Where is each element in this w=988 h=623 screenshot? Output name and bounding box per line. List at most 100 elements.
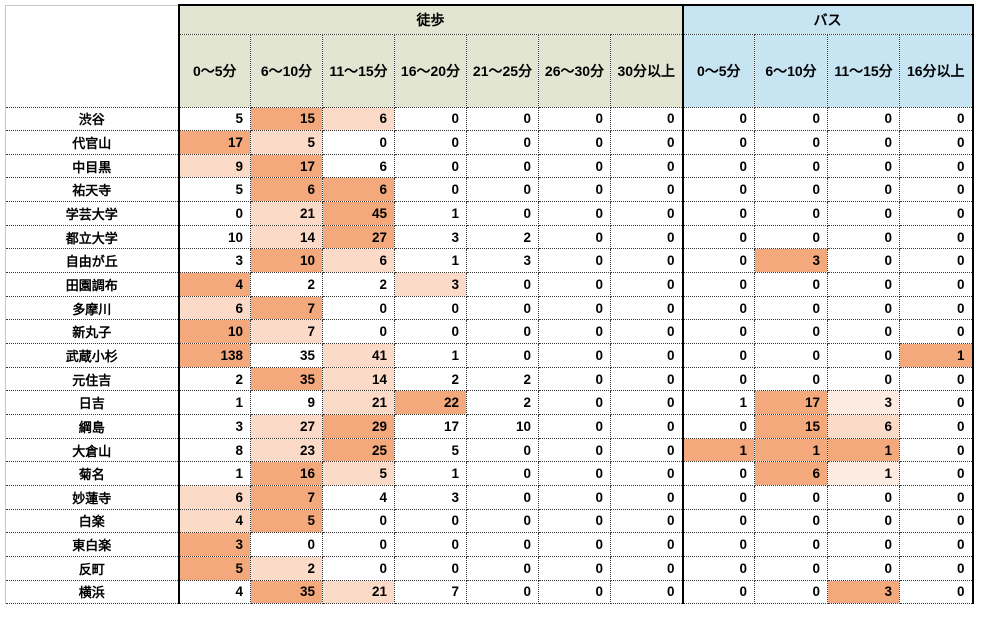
station-name-cell[interactable]: 祐天寺 <box>5 177 180 203</box>
value-cell[interactable]: 0 <box>899 437 974 463</box>
value-cell[interactable]: 0 <box>899 295 974 321</box>
station-name-cell[interactable]: 学芸大学 <box>5 201 180 226</box>
value-cell[interactable]: 0 <box>827 508 900 534</box>
value-cell[interactable]: 0 <box>899 130 974 155</box>
value-cell[interactable]: 0 <box>899 272 974 297</box>
bus-group-header[interactable]: バス <box>681 4 974 35</box>
station-name-cell[interactable]: 都立大学 <box>5 224 180 250</box>
value-cell[interactable]: 0 <box>538 532 611 557</box>
value-cell[interactable]: 0 <box>466 272 539 297</box>
value-cell[interactable]: 0 <box>610 177 683 203</box>
station-name-cell[interactable]: 東白楽 <box>5 532 180 557</box>
value-cell[interactable]: 3 <box>827 390 900 416</box>
value-cell[interactable]: 1 <box>827 437 900 463</box>
value-cell[interactable]: 17 <box>250 153 323 179</box>
value-cell[interactable]: 35 <box>250 366 323 392</box>
value-cell[interactable]: 0 <box>681 343 755 368</box>
value-cell[interactable]: 1 <box>178 461 251 486</box>
value-cell[interactable]: 0 <box>681 532 755 557</box>
value-cell[interactable]: 0 <box>827 366 900 392</box>
value-cell[interactable]: 5 <box>250 508 323 534</box>
value-cell[interactable]: 0 <box>538 201 611 226</box>
value-cell[interactable]: 0 <box>681 366 755 392</box>
station-name-cell[interactable]: 多摩川 <box>5 295 180 321</box>
value-cell[interactable]: 0 <box>827 248 900 274</box>
value-cell[interactable]: 0 <box>538 414 611 439</box>
value-cell[interactable]: 6 <box>322 248 395 274</box>
value-cell[interactable]: 0 <box>754 343 828 368</box>
value-cell[interactable]: 2 <box>466 224 539 250</box>
value-cell[interactable]: 0 <box>538 555 611 581</box>
value-cell[interactable]: 0 <box>466 295 539 321</box>
value-cell[interactable]: 0 <box>538 319 611 345</box>
value-cell[interactable]: 0 <box>394 555 467 581</box>
value-cell[interactable]: 2 <box>394 366 467 392</box>
value-cell[interactable]: 0 <box>827 106 900 132</box>
value-cell[interactable]: 0 <box>538 130 611 155</box>
value-cell[interactable]: 0 <box>394 153 467 179</box>
value-cell[interactable]: 0 <box>681 201 755 226</box>
column-header-bus-7[interactable]: 0〜5分 <box>681 33 755 108</box>
value-cell[interactable]: 0 <box>610 437 683 463</box>
station-name-cell[interactable]: 自由が丘 <box>5 248 180 274</box>
value-cell[interactable]: 0 <box>610 106 683 132</box>
value-cell[interactable]: 0 <box>827 272 900 297</box>
value-cell[interactable]: 0 <box>681 319 755 345</box>
value-cell[interactable]: 0 <box>466 319 539 345</box>
value-cell[interactable]: 0 <box>466 555 539 581</box>
column-header-walk-3[interactable]: 16〜20分 <box>394 33 467 108</box>
value-cell[interactable]: 0 <box>681 295 755 321</box>
value-cell[interactable]: 138 <box>178 343 251 368</box>
value-cell[interactable]: 0 <box>466 106 539 132</box>
value-cell[interactable]: 0 <box>610 130 683 155</box>
column-header-bus-10[interactable]: 16分以上 <box>899 33 974 108</box>
value-cell[interactable]: 4 <box>178 272 251 297</box>
column-header-walk-6[interactable]: 30分以上 <box>610 33 683 108</box>
value-cell[interactable]: 0 <box>466 153 539 179</box>
value-cell[interactable]: 0 <box>899 579 974 605</box>
value-cell[interactable]: 0 <box>827 555 900 581</box>
value-cell[interactable]: 1 <box>394 201 467 226</box>
value-cell[interactable]: 0 <box>610 153 683 179</box>
column-header-bus-8[interactable]: 6〜10分 <box>754 33 828 108</box>
value-cell[interactable]: 14 <box>250 224 323 250</box>
value-cell[interactable]: 0 <box>827 153 900 179</box>
value-cell[interactable]: 5 <box>394 437 467 463</box>
value-cell[interactable]: 0 <box>538 272 611 297</box>
value-cell[interactable]: 0 <box>681 106 755 132</box>
value-cell[interactable]: 0 <box>899 106 974 132</box>
column-header-walk-1[interactable]: 6〜10分 <box>250 33 323 108</box>
value-cell[interactable]: 0 <box>538 461 611 486</box>
value-cell[interactable]: 0 <box>250 532 323 557</box>
value-cell[interactable]: 0 <box>899 153 974 179</box>
value-cell[interactable]: 0 <box>681 224 755 250</box>
value-cell[interactable]: 0 <box>610 343 683 368</box>
station-name-cell[interactable]: 横浜 <box>5 579 180 605</box>
station-name-cell[interactable]: 渋谷 <box>5 106 180 132</box>
value-cell[interactable]: 0 <box>827 201 900 226</box>
value-cell[interactable]: 0 <box>466 343 539 368</box>
value-cell[interactable]: 0 <box>466 579 539 605</box>
station-name-cell[interactable]: 日吉 <box>5 390 180 416</box>
value-cell[interactable]: 10 <box>250 248 323 274</box>
value-cell[interactable]: 0 <box>681 508 755 534</box>
column-header-walk-2[interactable]: 11〜15分 <box>322 33 395 108</box>
column-header-walk-4[interactable]: 21〜25分 <box>466 33 539 108</box>
value-cell[interactable]: 4 <box>178 508 251 534</box>
value-cell[interactable]: 0 <box>322 508 395 534</box>
value-cell[interactable]: 2 <box>466 366 539 392</box>
value-cell[interactable]: 6 <box>178 485 251 510</box>
value-cell[interactable]: 0 <box>827 319 900 345</box>
value-cell[interactable]: 0 <box>899 366 974 392</box>
value-cell[interactable]: 1 <box>681 390 755 416</box>
value-cell[interactable]: 0 <box>538 248 611 274</box>
corner-cell[interactable] <box>5 4 180 108</box>
value-cell[interactable]: 7 <box>394 579 467 605</box>
value-cell[interactable]: 0 <box>899 555 974 581</box>
value-cell[interactable]: 0 <box>754 130 828 155</box>
value-cell[interactable]: 16 <box>250 461 323 486</box>
value-cell[interactable]: 0 <box>610 485 683 510</box>
value-cell[interactable]: 0 <box>610 366 683 392</box>
value-cell[interactable]: 21 <box>322 579 395 605</box>
value-cell[interactable]: 0 <box>899 532 974 557</box>
